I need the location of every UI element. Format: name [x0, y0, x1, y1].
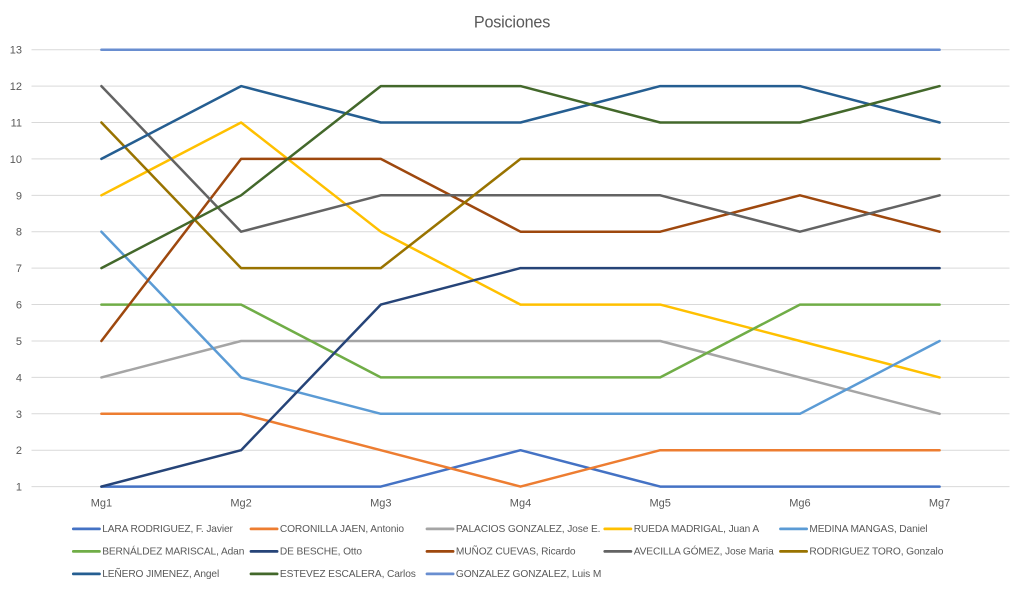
svg-text:Mg4: Mg4 — [510, 498, 531, 510]
svg-text:Mg5: Mg5 — [649, 498, 670, 510]
svg-text:Mg1: Mg1 — [91, 498, 112, 510]
svg-text:MUÑOZ CUEVAS, Ricardo: MUÑOZ CUEVAS, Ricardo — [456, 545, 576, 558]
svg-text:ESTEVEZ ESCALERA, Carlos: ESTEVEZ ESCALERA, Carlos — [280, 569, 416, 580]
svg-text:2: 2 — [16, 445, 22, 457]
svg-text:11: 11 — [11, 118, 22, 130]
svg-text:6: 6 — [16, 300, 22, 312]
svg-text:Mg6: Mg6 — [789, 498, 810, 510]
svg-text:LEÑERO JIMENEZ, Angel: LEÑERO JIMENEZ, Angel — [102, 567, 219, 580]
svg-text:10: 10 — [10, 154, 22, 166]
svg-text:8: 8 — [16, 227, 22, 239]
svg-text:PALACIOS GONZALEZ, Jose E.: PALACIOS GONZALEZ, Jose E. — [456, 524, 600, 535]
svg-text:Posiciones: Posiciones — [474, 13, 550, 31]
svg-text:3: 3 — [16, 409, 22, 421]
svg-text:GONZALEZ GONZALEZ, Luis M: GONZALEZ GONZALEZ, Luis M — [456, 569, 601, 580]
svg-text:Mg3: Mg3 — [370, 498, 391, 510]
svg-text:7: 7 — [16, 263, 22, 275]
svg-text:Mg2: Mg2 — [230, 498, 251, 510]
svg-text:LARA RODRIGUEZ, F. Javier: LARA RODRIGUEZ, F. Javier — [102, 524, 233, 535]
svg-text:AVECILLA GÓMEZ, Jose Maria: AVECILLA GÓMEZ, Jose Maria — [634, 545, 774, 558]
svg-text:12: 12 — [10, 81, 22, 93]
svg-text:Mg7: Mg7 — [929, 498, 950, 510]
svg-text:4: 4 — [16, 372, 22, 384]
svg-text:9: 9 — [16, 190, 22, 202]
svg-text:CORONILLA JAEN, Antonio: CORONILLA JAEN, Antonio — [280, 524, 405, 535]
svg-text:BERNÁLDEZ MARISCAL, Adan: BERNÁLDEZ MARISCAL, Adan — [102, 545, 244, 558]
svg-text:5: 5 — [16, 336, 22, 348]
svg-text:RODRIGUEZ TORO, Gonzalo: RODRIGUEZ TORO, Gonzalo — [809, 547, 943, 558]
svg-text:MEDINA MANGAS, Daniel: MEDINA MANGAS, Daniel — [809, 524, 927, 535]
svg-text:RUEDA MADRIGAL, Juan A: RUEDA MADRIGAL, Juan A — [634, 524, 760, 535]
svg-text:13: 13 — [10, 45, 22, 57]
svg-text:1: 1 — [16, 482, 22, 494]
svg-text:DE BESCHE, Otto: DE BESCHE, Otto — [280, 547, 362, 558]
